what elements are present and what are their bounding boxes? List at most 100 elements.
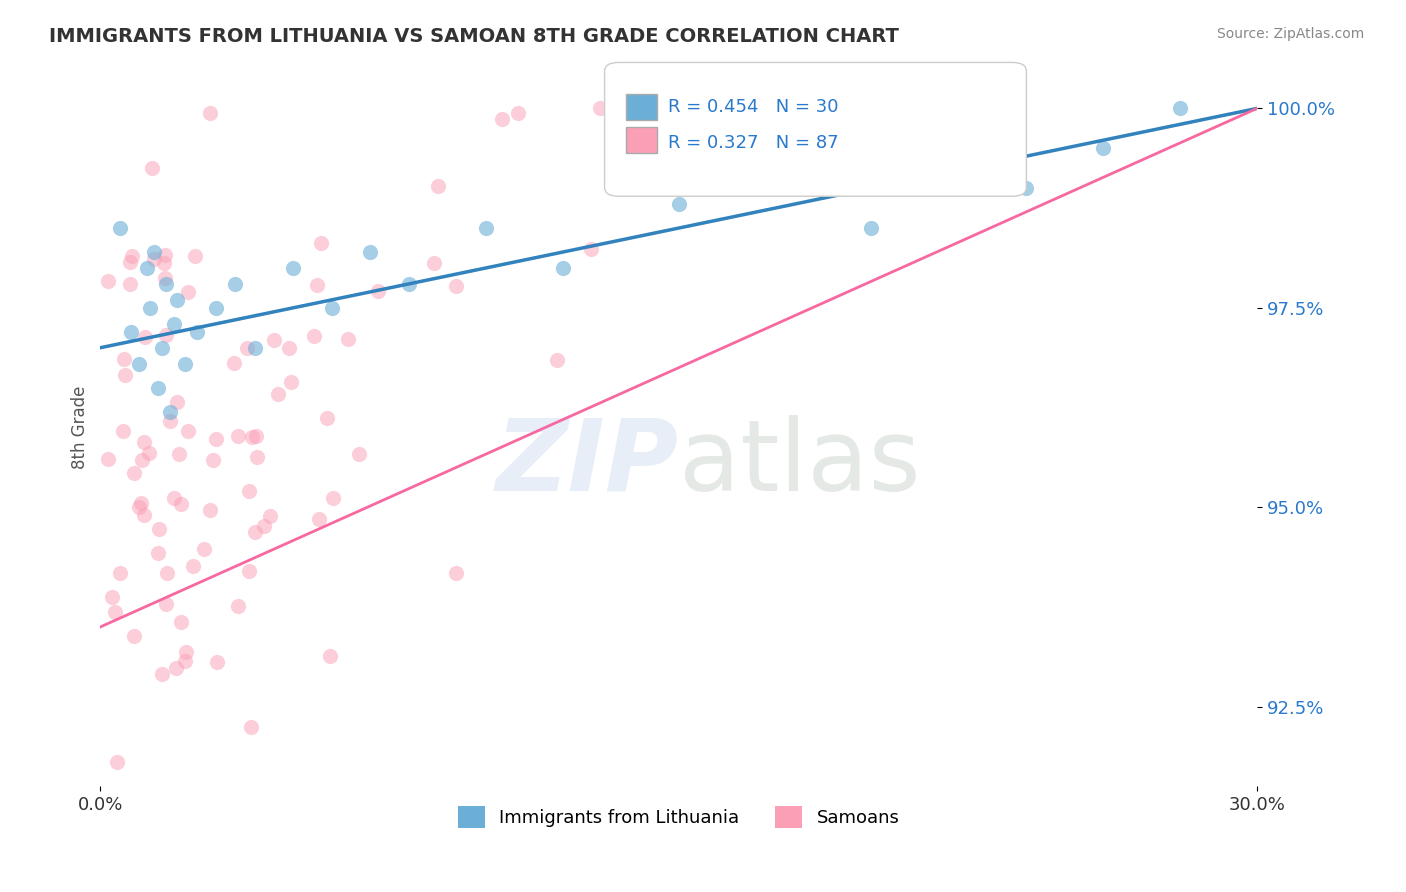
Point [146,546,169,560]
Point [302,329,325,343]
Point [165,661,187,675]
Point [204,432,226,446]
Text: IMMIGRANTS FROM LITHUANIA VS SAMOAN 8TH GRADE CORRELATION CHART: IMMIGRANTS FROM LITHUANIA VS SAMOAN 8TH … [49,27,898,45]
Point [193,541,215,556]
Point [281,260,304,275]
Point [367,284,389,298]
Point [226,429,249,443]
Point [155,597,177,611]
Point [236,341,259,355]
Point [349,447,371,461]
Point [444,279,467,293]
Point [202,453,225,467]
Point [131,453,153,467]
Text: ZIP: ZIP [496,415,679,512]
Point [129,496,152,510]
Point [108,221,131,235]
Legend: Immigrants from Lithuania, Samoans: Immigrants from Lithuania, Samoans [450,798,907,835]
Point [112,351,135,366]
Point [398,277,420,291]
Point [111,425,134,439]
Point [159,404,181,418]
Point [198,106,221,120]
Point [167,447,190,461]
Point [240,720,263,734]
Point [121,249,143,263]
Point [318,649,340,664]
Point [156,566,179,580]
Point [174,645,197,659]
Point [316,411,339,425]
Point [120,325,142,339]
Point [238,483,260,498]
Point [170,615,193,629]
Point [245,429,267,443]
Point [177,285,200,299]
Point [446,566,468,580]
Point [143,245,166,260]
Point [475,221,498,235]
Point [245,524,267,539]
Point [162,317,184,331]
Text: R = 0.327   N = 87: R = 0.327 N = 87 [668,134,838,152]
Point [105,756,128,770]
Point [170,497,193,511]
Point [166,293,188,307]
Point [141,161,163,176]
Point [122,629,145,643]
Point [359,245,381,260]
Text: R = 0.454   N = 30: R = 0.454 N = 30 [668,98,838,116]
Point [506,106,529,120]
Point [177,424,200,438]
Point [181,558,204,573]
Point [155,277,177,291]
Point [120,277,142,291]
Y-axis label: 8th Grade: 8th Grade [72,386,89,469]
Point [337,332,360,346]
Point [97,275,120,289]
Point [426,178,449,193]
Point [186,325,208,339]
Point [246,450,269,464]
Point [322,491,344,506]
Point [280,375,302,389]
Text: atlas: atlas [679,415,921,512]
Point [174,654,197,668]
Point [138,446,160,460]
Point [423,256,446,270]
Point [226,599,249,613]
Point [267,387,290,401]
Point [155,328,177,343]
Point [259,509,281,524]
Point [1168,102,1191,116]
Text: Source: ZipAtlas.com: Source: ZipAtlas.com [1216,27,1364,41]
Point [938,165,960,179]
Point [128,357,150,371]
Point [184,249,207,263]
Point [205,301,228,315]
Point [128,500,150,514]
Point [222,356,245,370]
Point [97,451,120,466]
Point [308,512,330,526]
Point [198,503,221,517]
Point [135,260,157,275]
Point [579,242,602,256]
Point [1091,141,1114,155]
Point [143,252,166,266]
Point [305,277,328,292]
Point [103,605,125,619]
Point [148,521,170,535]
Point [589,101,612,115]
Point [860,221,883,235]
Point [134,330,156,344]
Point [100,590,122,604]
Point [745,181,768,195]
Point [134,508,156,523]
Point [205,655,228,669]
Point [114,368,136,382]
Point [148,381,170,395]
Point [546,352,568,367]
Point [132,434,155,449]
Point [120,255,142,269]
